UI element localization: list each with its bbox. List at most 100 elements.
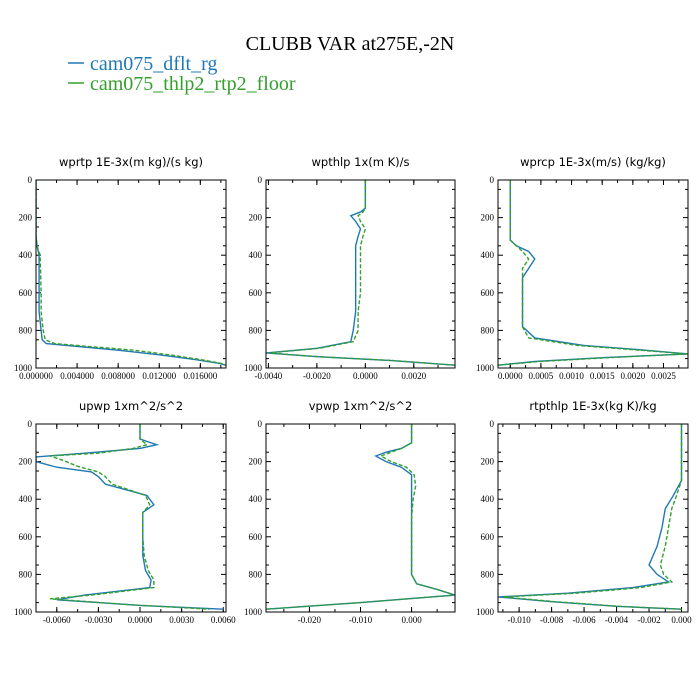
series-line-1 (498, 180, 688, 366)
panel-title: vpwp 1xm^2/s^2 (309, 399, 413, 413)
legend-entry-1: cam075_dflt_rg (68, 53, 217, 75)
y-tick-label: 600 (249, 288, 263, 298)
figure-title: CLUBB VAR at275E,-2N (246, 33, 455, 55)
plot-frame (265, 423, 456, 613)
y-tick-label: 600 (19, 532, 33, 542)
y-tick-label: 1000 (14, 363, 33, 373)
y-tick-label: 400 (481, 250, 495, 260)
plot-frame (35, 423, 227, 613)
series-line-2 (49, 424, 210, 610)
panel-3: wprcp 1E-3x(m/s) (kg/kg) 0 200 400 600 800 100… (476, 155, 689, 381)
y-tick-label: 200 (19, 457, 33, 467)
legend: cam075_dflt_rg cam075_thlp2_rtp2_floor (68, 53, 296, 95)
panel-title: wprtp 1E-3x(m kg)/(s kg) (59, 155, 203, 169)
series-line-1 (266, 424, 455, 610)
y-tick-label: 400 (19, 250, 33, 260)
series-line-2 (36, 180, 226, 366)
panel-title: wpthlp 1x(m K)/s (311, 155, 409, 169)
x-tick-label: 0.0000 (353, 371, 378, 381)
legend-entry-2: cam075_thlp2_rtp2_floor (68, 73, 296, 95)
y-tick-label: 0 (28, 175, 33, 185)
series-line-1 (36, 424, 224, 610)
y-tick-label: 1000 (14, 607, 33, 617)
y-tick-label: 800 (19, 569, 33, 579)
x-tick-label: 0.000 (671, 615, 692, 625)
x-tick-label: -0.002 (637, 615, 660, 625)
x-tick-label: 0.0000 (128, 615, 153, 625)
legend-label-2: cam075_thlp2_rtp2_floor (90, 73, 296, 95)
y-tick-label: 0 (28, 419, 33, 429)
series-line-1 (36, 180, 226, 366)
y-tick-label: 200 (249, 213, 263, 223)
y-tick-label: 800 (19, 325, 33, 335)
x-tick-label: -0.010 (349, 615, 373, 625)
series-line-2 (266, 424, 455, 610)
y-tick-label: 400 (19, 494, 33, 504)
x-tick-label: -0.006 (572, 615, 596, 625)
x-tick-label: 0.0015 (590, 371, 615, 381)
legend-label-1: cam075_dflt_rg (90, 53, 217, 75)
series-line-2 (498, 180, 688, 366)
panel-6: rtpthlp 1E-3x(kg K)/kg 0 200 400 600 800 1000 -… (476, 399, 692, 625)
x-tick-label: 0.000 (401, 615, 422, 625)
y-tick-label: 200 (481, 457, 495, 467)
x-tick-label: 0.0000 (498, 371, 523, 381)
panel-title: upwp 1xm^2/s^2 (79, 399, 183, 413)
y-tick-label: 800 (249, 325, 263, 335)
x-tick-label: 0.0060 (211, 615, 236, 625)
panel-4: upwp 1xm^2/s^2 0 200 400 600 800 1000 -0.0060 -0… (14, 399, 236, 625)
x-tick-label: 0.0020 (620, 371, 645, 381)
y-tick-label: 600 (249, 532, 263, 542)
y-tick-label: 200 (19, 213, 33, 223)
x-tick-label: 0.000000 (19, 371, 53, 381)
x-tick-label: 0.0020 (401, 371, 426, 381)
x-tick-label: -0.008 (540, 615, 564, 625)
plot-frame (497, 423, 689, 613)
y-tick-label: 1000 (244, 607, 263, 617)
panel-2: wpthlp 1x(m K)/s 0 200 400 600 800 1000-0.0040… (244, 155, 456, 381)
plot-frame (265, 179, 456, 369)
x-tick-label: 0.004000 (60, 371, 94, 381)
series-line-2 (268, 180, 455, 366)
panel-1: wprtp 1E-3x(m kg)/(s kg) 0 200 400 600 800 100… (14, 155, 227, 381)
x-tick-label: 0.008000 (101, 371, 135, 381)
y-tick-label: 0 (490, 419, 495, 429)
x-tick-label: 0.0025 (651, 371, 676, 381)
y-tick-label: 0 (258, 419, 263, 429)
panel-title: rtpthlp 1E-3x(kg K)/kg (529, 399, 656, 413)
y-tick-label: 1000 (476, 607, 495, 617)
y-tick-label: 800 (481, 325, 495, 335)
panels: wprtp 1E-3x(m kg)/(s kg) 0 200 400 600 800 100… (14, 155, 692, 625)
y-tick-label: 600 (19, 288, 33, 298)
x-tick-label: -0.0040 (255, 371, 283, 381)
y-tick-label: 600 (481, 532, 495, 542)
y-tick-label: 1000 (244, 363, 263, 373)
y-tick-label: 800 (481, 569, 495, 579)
x-tick-label: -0.020 (298, 615, 322, 625)
panel-5: vpwp 1xm^2/s^2 0 200 400 600 800 1000 -0.020 -0.… (244, 399, 456, 625)
y-tick-label: 400 (481, 494, 495, 504)
y-tick-label: 600 (481, 288, 495, 298)
y-tick-label: 400 (249, 250, 263, 260)
x-tick-label: 0.0005 (529, 371, 554, 381)
x-tick-label: 0.0010 (559, 371, 584, 381)
x-tick-label: 0.012000 (142, 371, 176, 381)
plot-frame (497, 179, 689, 369)
panel-title: wprcp 1E-3x(m/s) (kg/kg) (520, 155, 666, 169)
y-tick-label: 200 (249, 457, 263, 467)
y-tick-label: 400 (249, 494, 263, 504)
y-tick-label: 0 (490, 175, 495, 185)
x-tick-label: -0.010 (507, 615, 531, 625)
series-line-2 (502, 424, 683, 610)
x-tick-label: -0.0060 (43, 615, 71, 625)
y-tick-label: 800 (249, 569, 263, 579)
x-tick-label: -0.0030 (85, 615, 113, 625)
x-tick-label: 0.016000 (183, 371, 217, 381)
x-tick-label: 0.0030 (169, 615, 194, 625)
plot-frame (35, 179, 227, 369)
series-line-1 (498, 424, 683, 610)
y-tick-label: 1000 (476, 363, 495, 373)
x-tick-label: -0.0020 (303, 371, 331, 381)
y-tick-label: 200 (481, 213, 495, 223)
